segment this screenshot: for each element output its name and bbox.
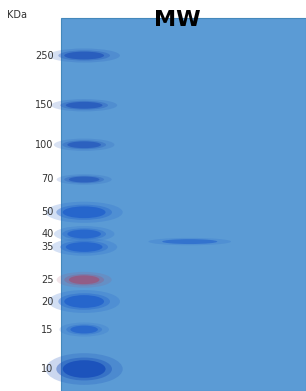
- Text: 20: 20: [41, 296, 54, 307]
- Text: 100: 100: [35, 140, 54, 150]
- Ellipse shape: [64, 176, 104, 183]
- Ellipse shape: [60, 101, 108, 110]
- Ellipse shape: [148, 238, 231, 245]
- Text: KDa: KDa: [7, 10, 27, 20]
- Ellipse shape: [60, 240, 108, 253]
- Ellipse shape: [66, 325, 102, 335]
- Ellipse shape: [56, 204, 112, 220]
- Ellipse shape: [54, 226, 114, 242]
- Ellipse shape: [66, 242, 103, 252]
- Ellipse shape: [54, 138, 114, 151]
- Ellipse shape: [46, 353, 123, 385]
- Ellipse shape: [64, 52, 104, 59]
- Ellipse shape: [63, 206, 106, 218]
- Text: 250: 250: [35, 50, 54, 61]
- Ellipse shape: [48, 48, 120, 63]
- Ellipse shape: [51, 238, 117, 256]
- Ellipse shape: [64, 295, 104, 308]
- Ellipse shape: [62, 140, 106, 149]
- Ellipse shape: [162, 239, 217, 244]
- Ellipse shape: [58, 50, 110, 61]
- Text: MW: MW: [154, 10, 201, 30]
- Text: 40: 40: [41, 229, 54, 239]
- Text: 50: 50: [41, 207, 54, 217]
- Text: 35: 35: [41, 242, 54, 252]
- Text: 150: 150: [35, 100, 54, 110]
- Ellipse shape: [67, 141, 101, 148]
- Ellipse shape: [63, 360, 106, 378]
- Ellipse shape: [58, 293, 110, 310]
- Ellipse shape: [56, 358, 112, 380]
- Ellipse shape: [51, 99, 117, 111]
- Ellipse shape: [57, 174, 112, 185]
- Text: 70: 70: [41, 174, 54, 185]
- Bar: [61, 18, 306, 391]
- Ellipse shape: [67, 230, 101, 239]
- Ellipse shape: [46, 202, 123, 223]
- Text: 25: 25: [41, 275, 54, 285]
- Ellipse shape: [57, 272, 112, 288]
- Text: 15: 15: [41, 325, 54, 335]
- Ellipse shape: [70, 326, 98, 334]
- Ellipse shape: [59, 323, 109, 337]
- Ellipse shape: [69, 275, 99, 284]
- Ellipse shape: [64, 274, 104, 285]
- Ellipse shape: [48, 290, 120, 313]
- Ellipse shape: [69, 177, 99, 183]
- Ellipse shape: [62, 228, 106, 240]
- Ellipse shape: [66, 102, 103, 109]
- Text: 10: 10: [41, 364, 54, 374]
